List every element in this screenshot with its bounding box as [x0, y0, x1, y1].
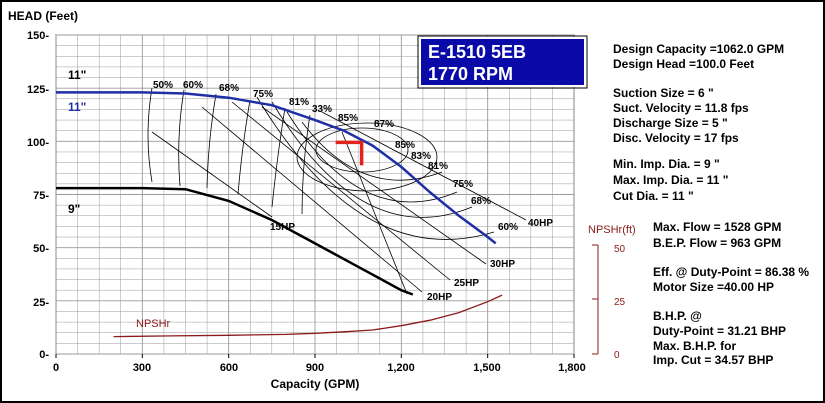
x-tick-label: 300: [133, 362, 151, 374]
efficiency-label: 33%: [312, 104, 332, 115]
hp-line: [341, 131, 408, 295]
hp-line: [261, 106, 487, 265]
efficiency-line: [271, 101, 473, 218]
y-axis-title: HEAD (Feet): [8, 9, 78, 23]
x-tick-label: 1,800: [558, 362, 586, 374]
efficiency-contours: [147, 87, 495, 240]
spec-motor-size: Motor Size =40.00 HP: [653, 280, 774, 294]
npsh-tick-label: 25: [614, 297, 626, 308]
hp-label: 30HP: [490, 259, 515, 270]
hp-line: [231, 101, 451, 281]
efficiency-line: [178, 89, 185, 187]
efficiency-label: 68%: [471, 196, 491, 207]
spec-eff-duty: Eff. @ Duty-Point = 86.38 %: [653, 265, 809, 279]
hp-label: 15HP: [270, 222, 295, 233]
spec-min-imp-dia: Min. Imp. Dia. = 9 ": [613, 157, 720, 171]
hp-line: [151, 131, 273, 218]
spec-max-flow: Max. Flow = 1528 GPM: [653, 220, 781, 234]
efficiency-label: 75%: [453, 179, 473, 190]
efficiency-line: [256, 96, 495, 240]
spec-max-imp-dia: Max. Imp. Dia. = 11 ": [613, 173, 728, 187]
x-tick-labels: 0 300 600 900 1,200 1,500 1,800: [53, 362, 586, 374]
hp-labels: 15HP 20HP 25HP 30HP 40HP: [270, 218, 553, 303]
hp-label: 40HP: [528, 218, 553, 229]
y-tick-label: 125-: [27, 84, 49, 96]
y-tick-label: 100-: [27, 137, 49, 149]
efficiency-label: 83%: [411, 151, 431, 162]
series-line-npshr: [113, 294, 503, 338]
y-tick-label: 50-: [33, 243, 49, 255]
spec-discharge-velocity: Disc. Velocity = 17 fps: [613, 131, 739, 145]
curve-label-npshr: NPSHr: [136, 318, 171, 330]
title-box-bg: [419, 37, 586, 87]
efficiency-label: 87%: [374, 119, 394, 130]
efficiency-label: 60%: [183, 80, 203, 91]
model-title-box: E-1510 5EB 1770 RPM: [417, 35, 588, 89]
efficiency-label: 75%: [253, 89, 273, 100]
horsepower-lines: [151, 101, 527, 295]
efficiency-label: 81%: [289, 97, 309, 108]
hp-line: [201, 106, 423, 293]
hp-label: 20HP: [427, 292, 452, 303]
axes: [55, 354, 575, 358]
series-layer: [56, 91, 503, 338]
efficiency-line: [271, 107, 286, 208]
title-rpm: 1770 RPM: [428, 64, 513, 84]
efficiency-line: [301, 114, 311, 215]
efficiency-label: 85%: [338, 113, 358, 124]
x-tick-label: 0: [53, 362, 59, 374]
spec-bhp-at: B.H.P. @: [653, 309, 702, 323]
y-tick-label: 0-: [39, 349, 49, 361]
npsh-tick-label: 0: [614, 350, 620, 361]
hp-label: 25HP: [454, 278, 479, 289]
hp-line: [321, 111, 527, 221]
curve-label-9: 9": [68, 202, 80, 216]
efficiency-line: [301, 121, 443, 181]
title-model: E-1510 5EB: [428, 42, 526, 62]
efficiency-label: 50%: [153, 80, 173, 91]
spec-max-bhp-for: Max. B.H.P. for: [653, 339, 736, 353]
duty-point-marker: [335, 140, 364, 166]
efficiency-labels: 50% 60% 68% 75% 81% 33% 85% 87% 85% 83% …: [153, 80, 518, 233]
efficiency-island-87: [315, 127, 409, 173]
efficiency-label: 85%: [395, 140, 415, 151]
efficiency-line: [206, 93, 217, 189]
x-tick-label: 600: [220, 362, 238, 374]
efficiency-line: [286, 111, 458, 203]
curve-label-11-top: 11": [68, 68, 86, 82]
spec-discharge-size: Discharge Size = 5 ": [613, 116, 728, 130]
spec-cut-dia: Cut Dia. = 11 ": [613, 189, 694, 203]
duty-point-line: [335, 140, 364, 166]
x-tick-label: 1,500: [473, 362, 501, 374]
npsh-axis-title: NPSHr(ft): [588, 224, 636, 236]
npsh-axis: NPSHr(ft) 50 25 0: [588, 224, 636, 361]
spec-bhp-duty: Duty-Point = 31.21 BHP: [653, 324, 786, 338]
efficiency-line: [237, 99, 251, 195]
efficiency-line: [147, 87, 153, 183]
y-tick-label: 75-: [33, 190, 49, 202]
series-line-9in: [56, 186, 414, 296]
y-tick-labels: 0- 25- 50- 75- 100- 125- 150-: [27, 30, 49, 361]
spec-suction-size: Suction Size = 6 ": [613, 86, 714, 100]
spec-imp-cut-bhp: Imp. Cut = 34.57 BHP: [653, 353, 773, 367]
efficiency-label: 60%: [498, 222, 518, 233]
efficiency-label: 68%: [219, 83, 239, 94]
spec-bep-flow: B.E.P. Flow = 963 GPM: [653, 236, 781, 250]
series-line-11in: [56, 91, 497, 245]
spec-design-capacity: Design Capacity =1062.0 GPM: [613, 42, 784, 56]
spec-suction-velocity: Suct. Velocity = 11.8 fps: [613, 101, 749, 115]
npsh-tick-label: 50: [614, 244, 626, 255]
efficiency-label: 81%: [428, 161, 448, 172]
x-tick-label: 1,200: [387, 362, 415, 374]
specs-panel: Design Capacity =1062.0 GPM Design Head …: [613, 42, 809, 367]
efficiency-island-85: [296, 122, 438, 192]
curve-label-11-blue: 11": [68, 100, 86, 114]
y-tick-label: 150-: [27, 30, 49, 42]
x-axis-title: Capacity (GPM): [271, 377, 360, 391]
spec-design-head: Design Head =100.0 Feet: [613, 57, 754, 71]
x-tick-label: 900: [306, 362, 324, 374]
y-tick-label: 25-: [33, 297, 49, 309]
